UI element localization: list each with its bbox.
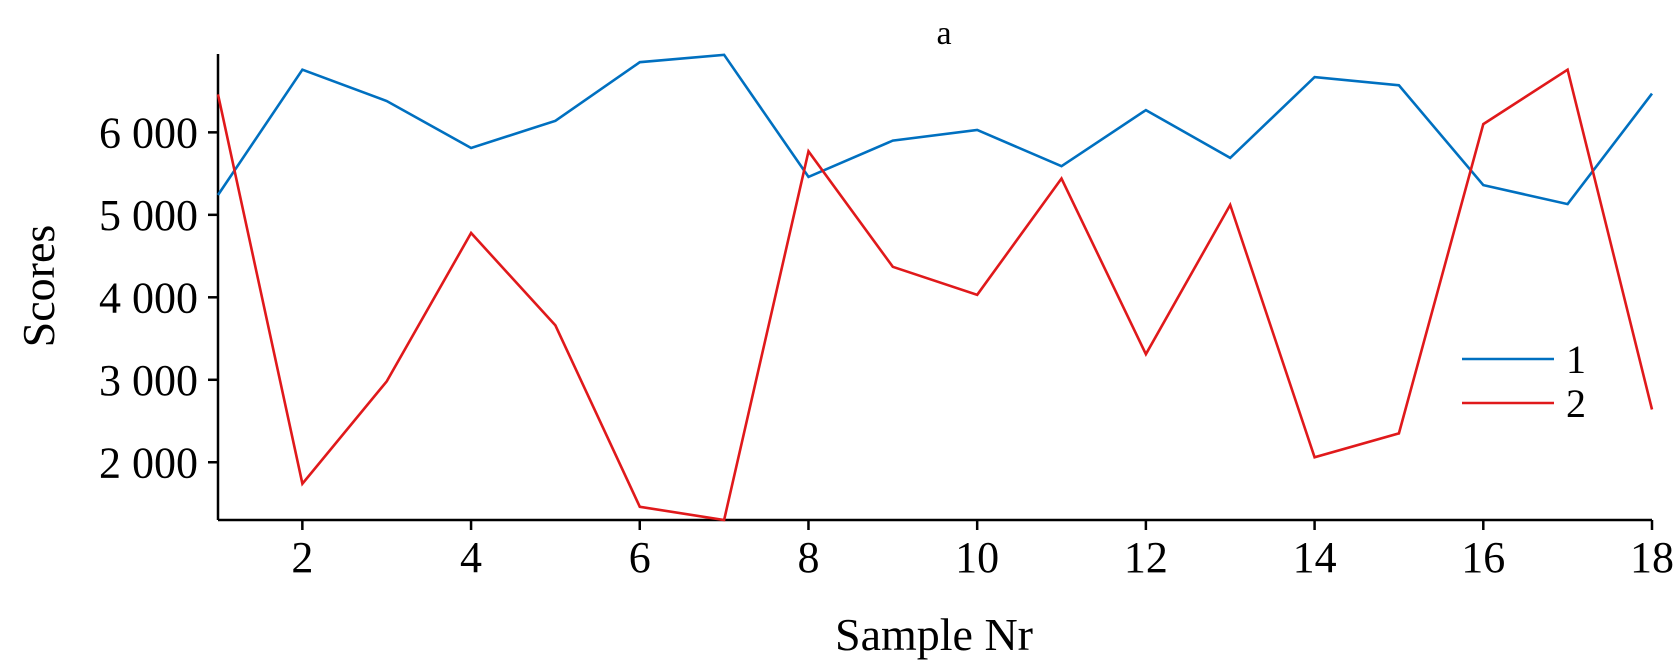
y-tick-label: 5 000 [99,191,198,240]
legend-label-1: 1 [1566,337,1586,382]
x-tick-label: 8 [797,533,819,582]
chart-title: a [936,15,951,52]
y-tick-label: 6 000 [99,108,198,157]
x-tick-label: 18 [1630,533,1674,582]
x-tick-label: 16 [1461,533,1505,582]
x-tick-label: 12 [1124,533,1168,582]
x-tick-label: 2 [291,533,313,582]
series-line-2 [216,67,1654,522]
y-axis-title: Scores [13,225,64,348]
legend-label-2: 2 [1566,381,1586,426]
x-tick-label: 6 [629,533,651,582]
series-line-1 [216,53,1654,206]
x-tick-label: 14 [1293,533,1337,582]
x-tick-label: 10 [955,533,999,582]
x-axis-title: Sample Nr [835,609,1033,660]
y-tick-label: 4 000 [99,273,198,322]
y-tick-label: 3 000 [99,356,198,405]
x-tick-label: 4 [460,533,482,582]
series-lines [216,53,1654,522]
y-tick-label: 2 000 [99,438,198,487]
legend: 12 [1462,337,1586,426]
